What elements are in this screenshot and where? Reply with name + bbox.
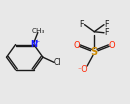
Text: CH₃: CH₃: [31, 28, 45, 34]
Text: F: F: [105, 20, 109, 29]
Text: +: +: [35, 40, 40, 45]
Text: F: F: [79, 20, 84, 29]
Text: F: F: [105, 28, 109, 37]
Text: O: O: [73, 41, 80, 50]
Text: N: N: [30, 40, 37, 49]
Text: O: O: [109, 41, 115, 50]
Text: S: S: [91, 47, 98, 57]
Text: ⁻O: ⁻O: [78, 65, 89, 74]
Text: Cl: Cl: [54, 58, 61, 67]
